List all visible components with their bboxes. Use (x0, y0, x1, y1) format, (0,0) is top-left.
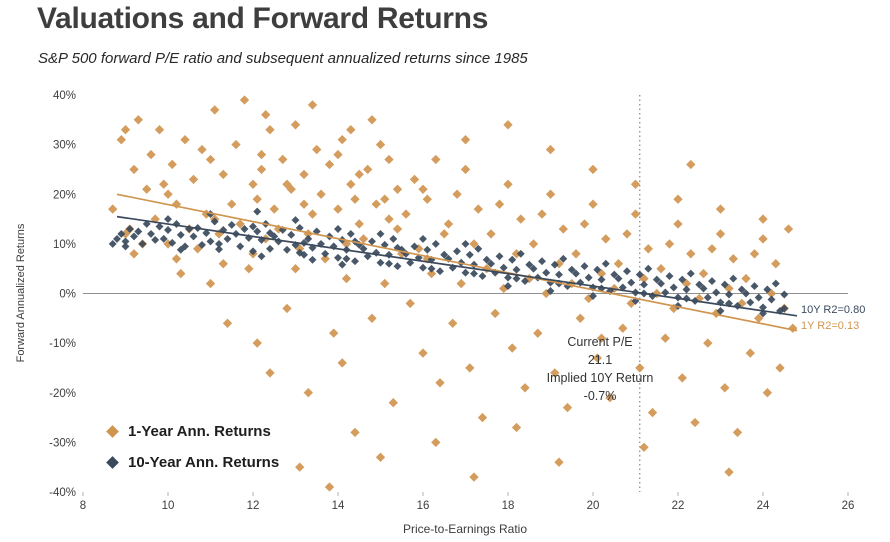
svg-text:20%: 20% (53, 189, 76, 201)
svg-text:-30%: -30% (49, 437, 76, 449)
chart-subtitle: S&P 500 forward P/E ratio and subsequent… (38, 50, 528, 67)
1y-diamond-swatch (106, 424, 119, 438)
svg-text:30%: 30% (53, 140, 76, 152)
legend-label-10y: 10-Year Ann. Returns (128, 453, 280, 471)
r2-label-10y: 10Y R2=0.80 (801, 304, 866, 316)
svg-text:16: 16 (417, 500, 430, 512)
svg-text:12: 12 (247, 500, 260, 512)
svg-text:-10%: -10% (49, 338, 76, 350)
chart-title: Valuations and Forward Returns (37, 2, 489, 35)
trend-line-1 (116, 215, 798, 317)
svg-text:40%: 40% (53, 90, 76, 102)
annotation-line-1: Current P/E (567, 335, 633, 349)
annotation-line-4: -0.7% (583, 389, 617, 403)
svg-text:20: 20 (587, 500, 600, 512)
10y-diamond-swatch (106, 455, 119, 469)
legend: 1-Year Ann. Returns 10-Year Ann. Returns (106, 420, 279, 482)
svg-text:24: 24 (757, 500, 770, 512)
svg-text:22: 22 (672, 500, 685, 512)
y-axis-title: Forward Annualized Returns (15, 223, 27, 363)
svg-text:26: 26 (842, 500, 855, 512)
legend-label-1y: 1-Year Ann. Returns (128, 422, 271, 440)
svg-text:-40%: -40% (49, 487, 76, 499)
r2-label-1y: 1Y R2=0.13 (801, 320, 860, 332)
svg-text:10%: 10% (53, 239, 76, 251)
trend-line-0 (116, 193, 798, 332)
legend-item-1y: 1-Year Ann. Returns (106, 420, 279, 442)
svg-text:18: 18 (502, 500, 515, 512)
svg-text:14: 14 (332, 500, 345, 512)
current-pe-annotation: Current P/E 21.1 Implied 10Y Return -0.7… (515, 333, 685, 405)
x-axis-title: Price-to-Earnings Ratio (402, 522, 528, 536)
annotation-line-3: Implied 10Y Return (546, 371, 654, 385)
svg-text:8: 8 (80, 500, 86, 512)
legend-item-10y: 10-Year Ann. Returns (106, 451, 279, 473)
y-axis-ticks: 40% 30% 20% 10% 0% -10% -20% -30% -40% (49, 90, 76, 499)
annotation-line-2: 21.1 (587, 353, 613, 367)
svg-text:-20%: -20% (49, 388, 76, 400)
svg-text:0%: 0% (59, 289, 76, 301)
svg-text:10: 10 (162, 500, 175, 512)
x-axis-ticks: 8 10 12 14 16 18 20 22 24 26 (80, 492, 855, 512)
